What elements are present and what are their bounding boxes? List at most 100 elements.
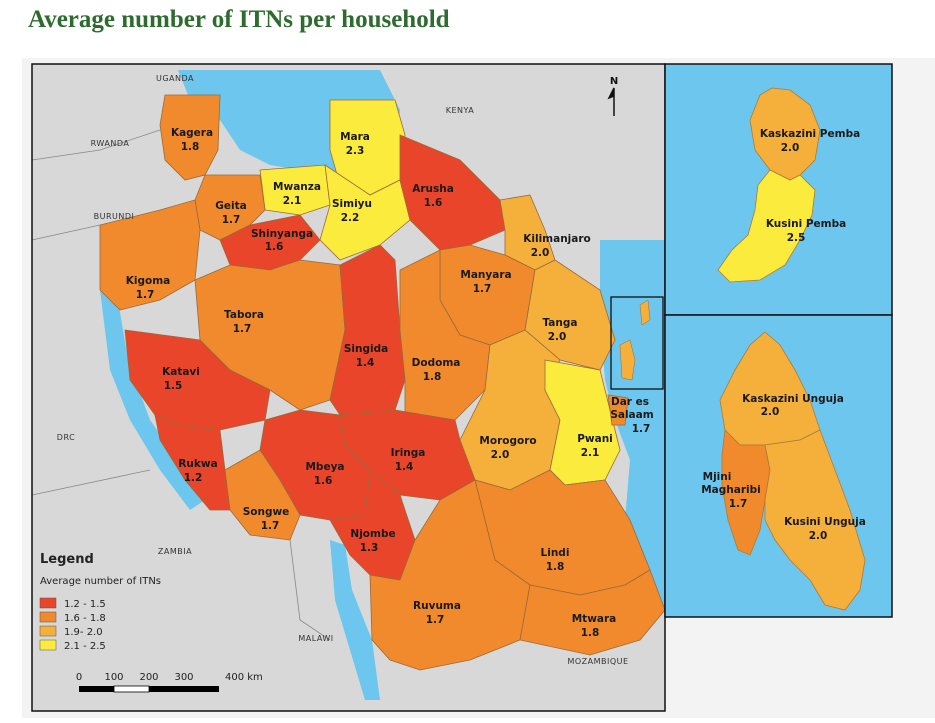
indian-ocean [600,240,665,610]
value-rukwa: 1.2 [184,472,203,484]
scale-bar: 0 100 200 300 400 km [76,672,263,693]
label-kusini-unguja: Kusini Unguja [784,516,866,528]
value-songwe: 1.7 [261,520,280,532]
value-mwanza: 2.1 [283,195,302,207]
value-dar: 1.7 [632,423,651,435]
border-rwanda [31,129,161,161]
label-arusha: Arusha [412,183,454,195]
label-rukwa: Rukwa [178,458,217,470]
country-zambia: ZAMBIA [158,547,192,556]
value-singida: 1.4 [356,357,375,369]
country-kenya: KENYA [446,106,475,115]
main-map: Kagera 1.8 Mara 2.3 Mwanza 2.1 Simiyu 2.… [31,63,666,712]
label-dar-line2: Salaam [610,409,653,421]
label-mbeya: Mbeya [305,461,344,473]
unguja-mini [619,339,636,381]
scale-segment-2 [113,685,150,693]
value-kagera: 1.8 [181,141,200,153]
label-kigoma: Kigoma [126,275,171,287]
inset-pemba: Kaskazini Pemba 2.0 Kusini Pemba 2.5 [664,63,893,316]
legend-title: Legend [40,552,94,567]
value-manyara: 1.7 [473,283,492,295]
label-manyara: Manyara [460,269,511,281]
label-kusini-pemba: Kusini Pemba [766,218,846,230]
pemba-mini [639,299,651,326]
value-geita: 1.7 [222,214,241,226]
scale-label: 200 [139,672,158,683]
border-drc-zambia [31,469,151,496]
legend-label: 1.2 - 1.5 [64,599,106,610]
value-katavi: 1.5 [164,380,183,392]
map-title: Average number of ITNs per household [28,6,450,33]
label-mtwara: Mtwara [572,613,617,625]
country-rwanda: RWANDA [91,139,130,148]
region-kagera [159,94,221,181]
north-arrow-icon [607,87,615,116]
scale-label: 100 [104,672,123,683]
label-tabora: Tabora [224,309,264,321]
label-mwanza: Mwanza [273,181,321,193]
legend-swatch [39,625,57,637]
country-malawi: MALAWI [298,634,333,643]
region-songwe [224,449,301,541]
legend: Legend Average number of ITNs 1.2 - 1.5 1… [39,552,161,652]
value-kusini-pemba: 2.5 [787,232,806,244]
label-dodoma: Dodoma [412,357,461,369]
label-njombe: Njombe [350,528,395,540]
value-iringa: 1.4 [395,461,414,473]
label-simiyu: Simiyu [332,198,372,210]
label-dar-line1: Dar es [611,396,649,408]
inset-unguja-border [664,314,893,618]
value-kaskazini-unguja: 2.0 [761,406,780,418]
country-labels: UGANDA KENYA RWANDA BURUNDI DRC ZAMBIA M… [57,74,628,666]
legend-swatch [39,639,57,651]
label-lindi: Lindi [541,547,570,559]
scale-label: 300 [174,672,193,683]
scale-labels: 0 100 200 300 400 km [76,672,263,683]
value-kusini-unguja: 2.0 [809,530,828,542]
scale-segment-1 [79,686,114,692]
legend-label: 1.9- 2.0 [64,627,103,638]
label-kaskazini-pemba: Kaskazini Pemba [760,128,860,140]
value-kaskazini-pemba: 2.0 [781,142,800,154]
label-singida: Singida [344,343,388,355]
regions [99,94,666,671]
value-pwani: 2.1 [581,447,600,459]
value-arusha: 1.6 [424,197,443,209]
label-kilimanjaro: Kilimanjaro [523,233,591,245]
label-mara: Mara [340,131,370,143]
label-ruvuma: Ruvuma [413,600,461,612]
legend-swatch [39,597,57,609]
lake-nyasa [330,540,380,700]
label-morogoro: Morogoro [479,435,536,447]
label-shinyanga: Shinyanga [251,228,313,240]
island-kusini-pemba [717,169,816,283]
value-tabora: 1.7 [233,323,252,335]
scale-segment-3 [149,686,219,692]
region-labels: Kagera 1.8 Mara 2.3 Mwanza 2.1 Simiyu 2.… [126,127,654,639]
value-dodoma: 1.8 [423,371,442,383]
label-iringa: Iringa [391,447,426,459]
country-mozambique: MOZAMBIQUE [567,657,628,666]
value-ruvuma: 1.7 [426,614,445,626]
country-drc: DRC [57,433,75,442]
north-label: N [610,76,618,87]
value-simiyu: 2.2 [341,212,360,224]
scale-label: 0 [76,672,82,683]
border-malawi [289,539,331,641]
legend-swatch [39,611,57,623]
island-kusini-unguja [764,429,866,611]
region-katavi [124,329,271,431]
zanzibar-extent-box [610,296,664,390]
value-kilimanjaro: 2.0 [531,247,550,259]
label-tanga: Tanga [543,317,578,329]
value-mtwara: 1.8 [581,627,600,639]
label-katavi: Katavi [162,366,200,378]
value-mara: 2.3 [346,145,365,157]
north-arrow: N [607,76,618,116]
border-burundi [31,224,101,241]
legend-subtitle: Average number of ITNs [40,576,161,587]
value-mbeya: 1.6 [314,475,333,487]
legend-label: 1.6 - 1.8 [64,613,106,624]
